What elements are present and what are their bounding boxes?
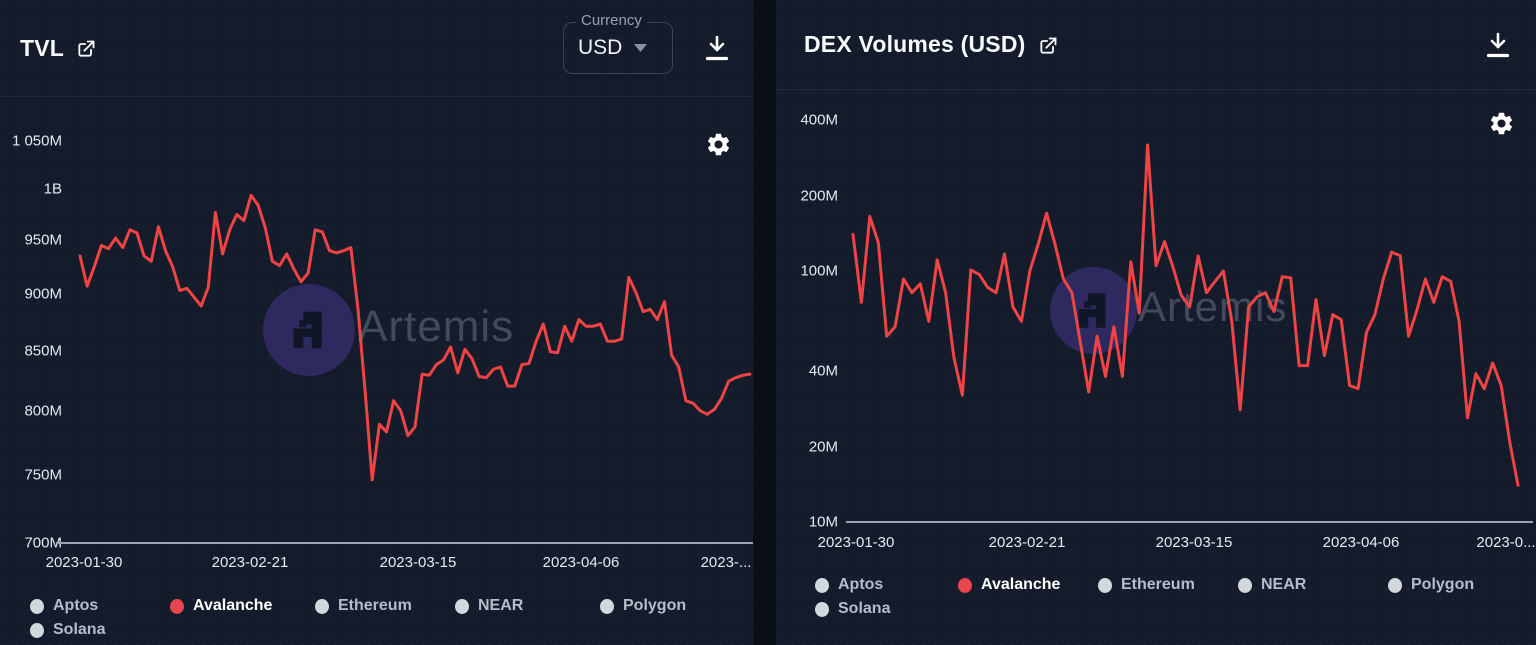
x-axis-label: 2023-04-06	[1322, 534, 1400, 551]
y-axis-label: 900M	[24, 285, 62, 303]
external-link-icon[interactable]	[76, 39, 96, 59]
y-axis-label: 100M	[800, 262, 838, 280]
legend-item-polygon[interactable]: Polygon	[600, 597, 686, 615]
currency-dropdown-label: Currency	[576, 12, 647, 29]
page-title: TVL	[20, 34, 65, 61]
legend-label: Solana	[53, 621, 106, 638]
legend-dot-ethereum	[315, 598, 329, 614]
legend-label: Ethereum	[1121, 576, 1195, 593]
currency-dropdown[interactable]: Currency USD	[563, 12, 673, 74]
legend-label: Ethereum	[338, 597, 412, 614]
dex-volumes-panel: DEX Volumes (USD)	[776, 0, 1536, 645]
legend-item-solana[interactable]: Solana	[30, 621, 170, 639]
x-axis-label: 2023-03-15	[379, 554, 457, 571]
legend-dot-avalanche	[958, 577, 972, 593]
x-axis-label: 2023-02-21	[211, 554, 289, 571]
legend-label: Avalanche	[981, 576, 1061, 593]
legend-item-aptos[interactable]: Aptos	[815, 576, 958, 594]
tvl-legend: Aptos Avalanche Ethereum NEAR Polygon Solana	[30, 597, 686, 639]
legend-label: Avalanche	[193, 597, 273, 614]
y-axis-label: 200M	[800, 187, 838, 204]
tvl-panel: TVL Currency USD	[0, 0, 753, 645]
legend-item-avalanche[interactable]: Avalanche	[170, 597, 315, 615]
external-link-icon[interactable]	[1038, 36, 1058, 56]
dex-panel-header: DEX Volumes (USD)	[776, 0, 1536, 90]
legend-dot-solana	[815, 601, 829, 617]
legend-item-ethereum[interactable]: Ethereum	[315, 597, 455, 615]
x-axis-label: 2023-04-06	[542, 554, 620, 571]
legend-label: Solana	[838, 600, 891, 617]
gear-icon[interactable]	[705, 131, 732, 161]
legend-item-solana[interactable]: Solana	[815, 600, 958, 618]
page-title: DEX Volumes (USD)	[804, 31, 1026, 57]
legend-dot-polygon	[600, 598, 614, 614]
legend-item-avalanche[interactable]: Avalanche	[958, 576, 1098, 594]
legend-dot-ethereum	[1098, 577, 1112, 593]
y-axis-label: 800M	[24, 402, 62, 420]
dex-title-group: DEX Volumes (USD)	[804, 31, 1058, 58]
y-axis-label: 750M	[24, 466, 62, 484]
legend-label: Aptos	[53, 597, 99, 614]
download-button[interactable]	[703, 33, 731, 63]
legend-item-aptos[interactable]: Aptos	[30, 597, 170, 615]
legend-item-ethereum[interactable]: Ethereum	[1098, 576, 1238, 594]
currency-selected-value: USD	[578, 36, 623, 59]
x-axis-label: 2023-03-15	[1155, 534, 1233, 551]
x-axis-label: 2023-01-30	[817, 534, 895, 551]
x-axis-label: 2023-02-21	[988, 534, 1066, 551]
download-button[interactable]	[1484, 30, 1512, 60]
artemis-logo-badge	[263, 284, 355, 376]
y-axis-label: 850M	[24, 342, 62, 359]
y-axis-label: 40M	[808, 362, 838, 380]
x-axis-label: 2023-0...	[1476, 534, 1536, 551]
legend-dot-aptos	[30, 598, 44, 614]
y-axis-label: 950M	[24, 231, 62, 249]
y-axis-label: 20M	[808, 438, 838, 455]
tvl-panel-header: TVL Currency USD	[0, 0, 753, 97]
y-axis-label: 700M	[24, 534, 62, 552]
x-axis-label: 2023-...	[700, 554, 752, 571]
y-axis-label: 1 050M	[11, 132, 62, 150]
legend-label: Aptos	[838, 576, 884, 593]
x-axis-label: 2023-01-30	[45, 554, 123, 571]
legend-dot-aptos	[815, 577, 829, 593]
artemis-watermark-text: Artemis	[358, 302, 515, 351]
y-axis-label: 1B	[43, 180, 62, 198]
legend-item-near[interactable]: NEAR	[1238, 576, 1388, 594]
legend-dot-near	[1238, 577, 1252, 593]
tvl-header-controls: Currency USD	[563, 12, 731, 74]
legend-dot-near	[455, 598, 469, 614]
legend-label: Polygon	[1411, 576, 1475, 593]
legend-dot-polygon	[1388, 577, 1402, 593]
legend-item-near[interactable]: NEAR	[455, 597, 600, 615]
y-axis-label: 10M	[808, 513, 838, 531]
dex-legend: Aptos Avalanche Ethereum NEAR Polygon Solana	[815, 576, 1474, 618]
legend-label: NEAR	[478, 597, 524, 614]
artemis-watermark-text: Artemis	[1138, 283, 1288, 330]
artemis-logo-badge	[1050, 267, 1137, 354]
legend-item-polygon[interactable]: Polygon	[1388, 576, 1474, 594]
y-axis-label: 400M	[800, 111, 838, 129]
chevron-down-icon	[634, 44, 648, 52]
gear-icon[interactable]	[1488, 110, 1515, 140]
legend-dot-solana	[30, 622, 44, 638]
legend-label: NEAR	[1261, 576, 1307, 593]
tvl-title-group: TVL	[20, 35, 96, 62]
legend-label: Polygon	[623, 597, 687, 614]
legend-dot-avalanche	[170, 598, 184, 614]
